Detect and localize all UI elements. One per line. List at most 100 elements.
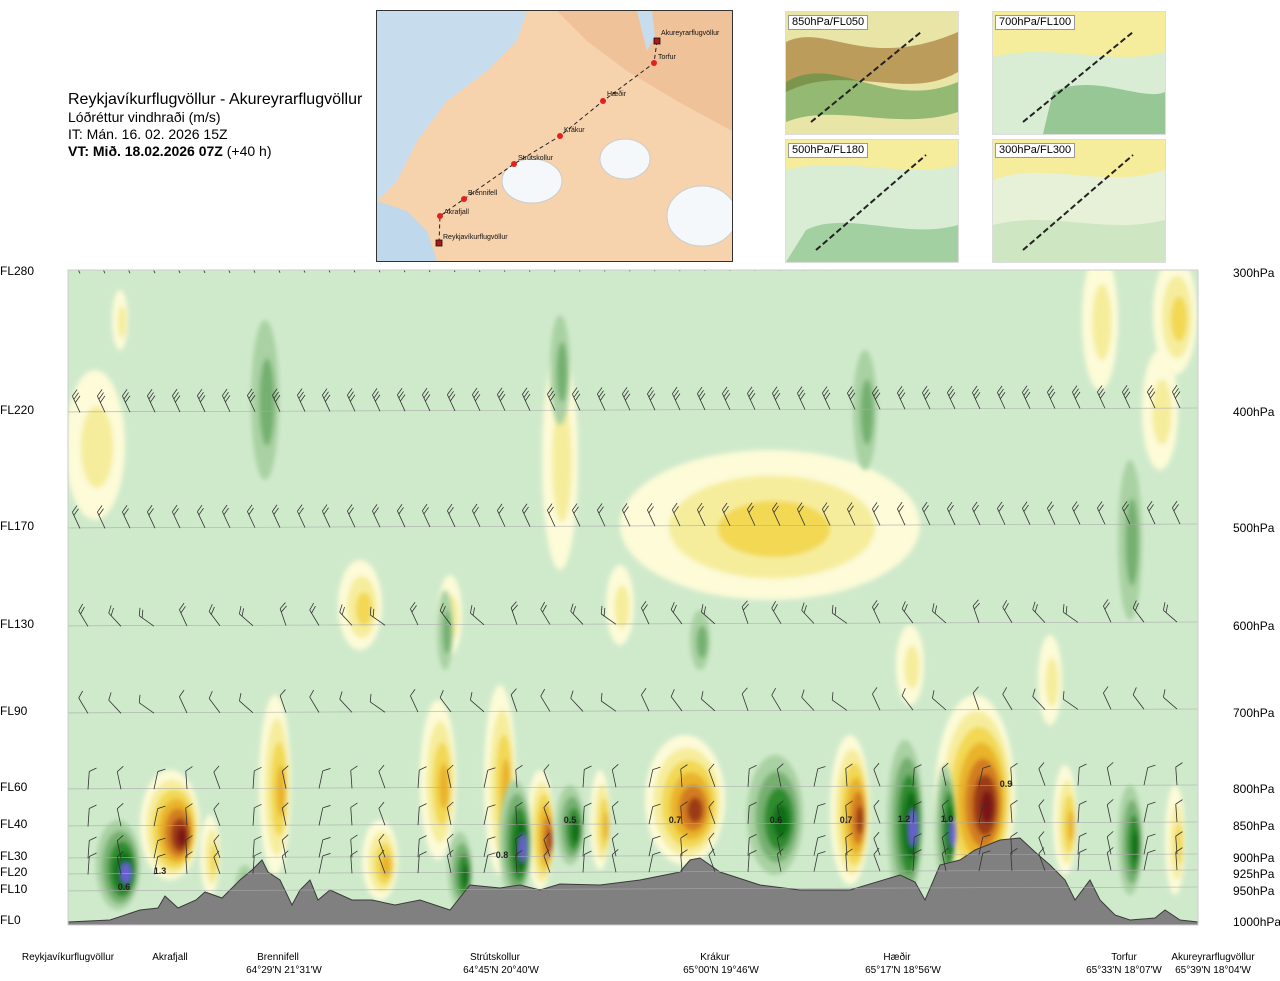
wind-barb (1046, 260, 1062, 270)
wind-barb (680, 849, 688, 873)
wind-barb (350, 802, 358, 826)
wind-barb (922, 501, 931, 526)
wind-barb (1077, 800, 1087, 823)
velocity-contour (1152, 379, 1172, 445)
level-line (68, 821, 1198, 827)
valid-time-main: VT: Mið. 18.02.2026 07Z (68, 143, 223, 159)
map-fjord (637, 11, 655, 51)
wind-barb (672, 386, 681, 411)
velocity-contour (442, 610, 452, 654)
wind-barb (647, 503, 656, 527)
map-waypoint-marker (437, 213, 443, 219)
wind-barb (747, 764, 757, 787)
wind-barb (922, 270, 931, 271)
contour-labels: 0.6 1.3 0.8 0.5 0.7 0.6 0.7 1.2 1.0 0.9 (118, 779, 1013, 892)
wind-barb (483, 804, 496, 825)
wind-barb (845, 800, 853, 824)
wind-barb (247, 388, 256, 412)
flight-level-label: FL30 (0, 849, 28, 863)
wind-barb (747, 270, 756, 271)
wind-barb (417, 766, 427, 789)
wind-barb (122, 270, 131, 274)
velocity-contour (1067, 810, 1075, 842)
wind-barb (97, 505, 106, 529)
waypoint-name: Strútskollur (470, 952, 521, 963)
updraft-cell (606, 565, 634, 645)
wind-barb (87, 852, 97, 875)
wind-barb (941, 847, 949, 872)
wind-barb (972, 501, 981, 526)
wind-barb (247, 504, 256, 528)
wind-barb (978, 834, 991, 855)
wind-barb (543, 764, 551, 788)
flight-level-label: FL40 (0, 817, 28, 831)
inset-850-graphic (786, 12, 958, 134)
wind-barb (1172, 500, 1181, 525)
velocity-contour (1092, 283, 1112, 361)
wind-barb (1132, 687, 1145, 710)
wind-barb (122, 505, 131, 529)
wind-barb (570, 603, 584, 625)
wind-barb (1038, 847, 1046, 871)
map-place-label: Krákur (564, 127, 585, 134)
wind-barb (670, 602, 683, 625)
updraft-cell (362, 820, 398, 900)
velocity-contour (773, 803, 789, 839)
updraft-cell (645, 735, 725, 865)
wind-barb (297, 504, 306, 528)
updraft-cell (1142, 350, 1178, 470)
wind-barb (439, 690, 452, 713)
wind-barb (350, 850, 358, 874)
wind-barb (1106, 831, 1114, 855)
wind-barb (417, 803, 427, 826)
wind-barb (272, 388, 281, 412)
wind-barb (701, 604, 716, 625)
downdraft-cell (853, 350, 877, 470)
wind-barb (611, 764, 619, 788)
plot-area: 0.6 1.3 0.8 0.5 0.7 0.6 0.7 1.2 1.0 0.9 (46, 260, 1198, 925)
wind-barb (547, 503, 556, 527)
wind-barb (172, 504, 181, 529)
wind-barb (872, 687, 881, 711)
map-highlands (557, 11, 732, 131)
wind-barb (446, 801, 454, 826)
wind-barb (252, 766, 262, 789)
inset-300-graphic (993, 140, 1165, 262)
wind-barb (996, 260, 1012, 270)
wind-barb (543, 801, 551, 825)
wind-barb (510, 688, 518, 712)
wind-barb (46, 506, 62, 529)
wind-barb (422, 387, 431, 412)
map-place-label: Brennifell (468, 190, 498, 197)
wind-barb (572, 503, 581, 527)
wind-barb (897, 502, 906, 526)
wind-barb (447, 503, 456, 528)
wind-barb (47, 851, 61, 874)
map-place-label: Reykjavíkurflugvöllur (443, 234, 508, 241)
updraft-cell (830, 735, 870, 885)
wind-barb (179, 689, 188, 714)
wind-barb (772, 386, 781, 410)
wind-barb (972, 599, 980, 623)
wind-barb (741, 687, 749, 711)
wind-barb (747, 801, 757, 824)
velocity-contour (696, 625, 708, 659)
map-waypoint-marker (651, 60, 657, 66)
wind-barb (600, 605, 617, 625)
wind-barb (540, 688, 551, 712)
wind-barb (213, 765, 221, 790)
map-route: Akureyrarflugvöllur Torfur Hæðir Krákur Strú… (435, 30, 720, 247)
wind-barb (822, 502, 831, 526)
wind-barb (932, 690, 947, 711)
wind-barb (822, 386, 831, 410)
inset-700: 700hPa/FL100 (992, 11, 1166, 135)
wind-barb (297, 388, 306, 412)
wind-barb (222, 388, 231, 413)
wind-barb (611, 833, 619, 857)
updraft-cell (590, 770, 610, 870)
wind-barb (281, 802, 289, 826)
wind-barb (197, 504, 206, 529)
wind-barb (483, 852, 496, 873)
wind-barb (572, 387, 581, 411)
wind-barb (1175, 762, 1183, 786)
